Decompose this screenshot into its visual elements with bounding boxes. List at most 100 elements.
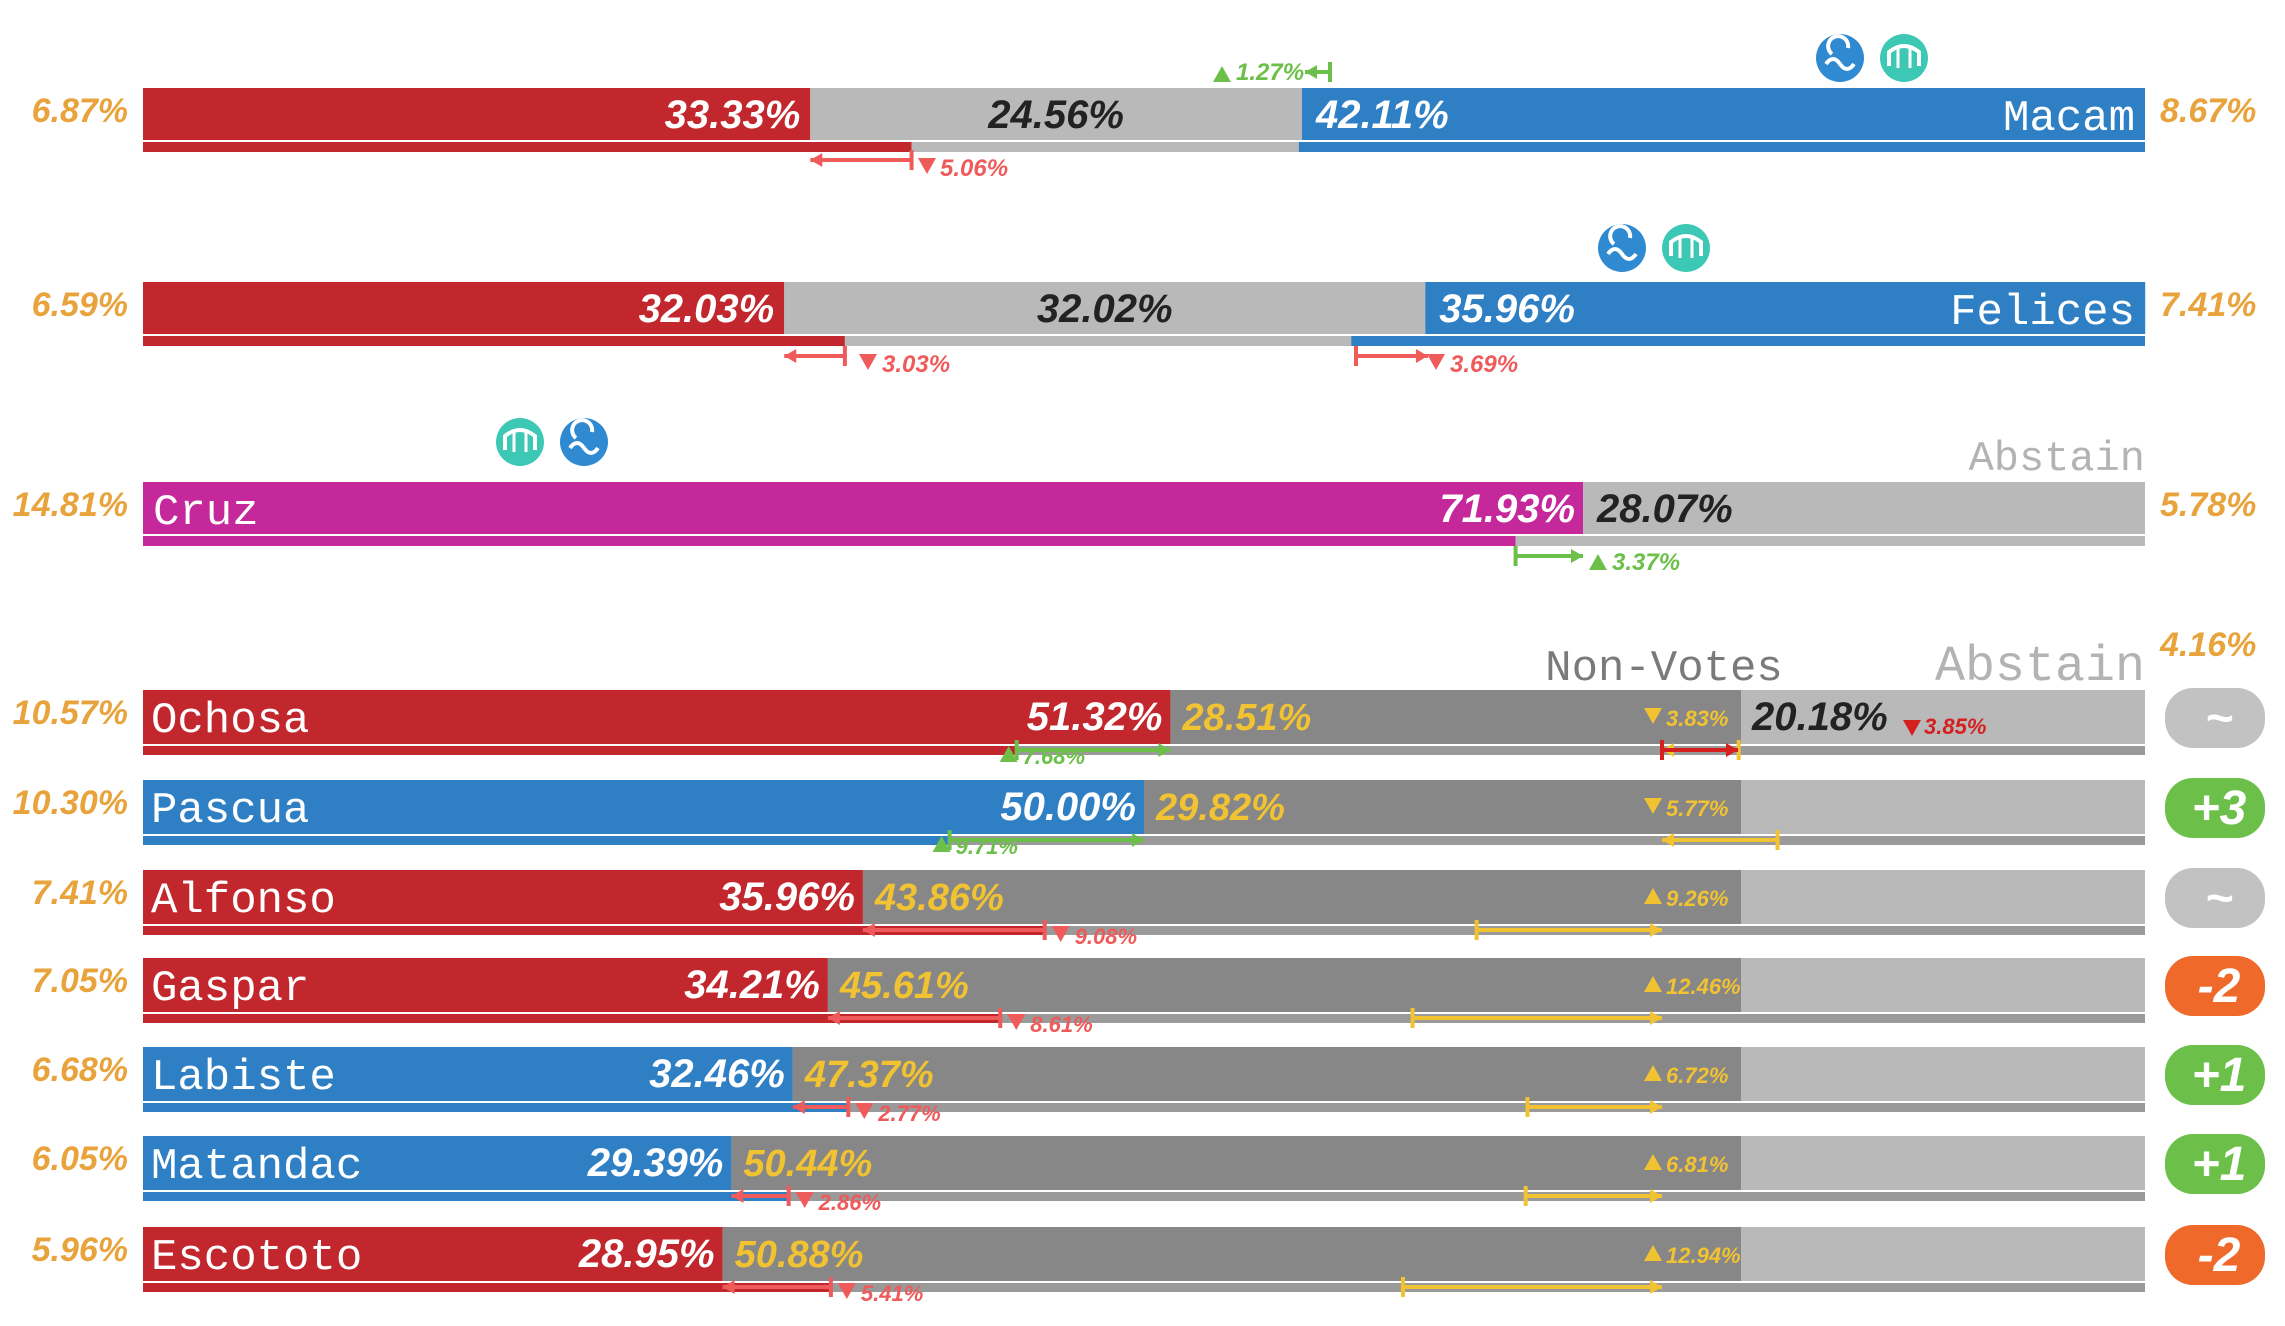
contest-felices-value-label: 32.02% — [1037, 287, 1173, 331]
macam-up-icon — [1213, 66, 1231, 82]
contest-macam-left-turnout: 6.87% — [32, 92, 128, 130]
contest-cruz-bridge-icon — [496, 418, 544, 466]
row-pascua-vote-change-icon — [932, 836, 951, 852]
contest-felices-segment-gray — [784, 282, 1426, 334]
row-ochosa-value: 51.32% — [1027, 695, 1163, 739]
row-gaspar-vote-shift-head — [827, 1011, 840, 1025]
row-escototo-nonvote-bar — [722, 1227, 1741, 1281]
contest-macam-bridge-icon — [1880, 34, 1928, 82]
contest-cruz-wave-icon-curl — [570, 418, 595, 440]
row-alfonso-badge-label: ~ — [2205, 872, 2233, 925]
row-matandac-badge: +1 — [2165, 1134, 2265, 1194]
row-labiste-badge-label: +1 — [2192, 1049, 2247, 1102]
row-matandac-prev-vote — [143, 1192, 789, 1201]
row-labiste-abstain-bar — [1740, 1047, 2145, 1101]
row-escototo-nonvote-value: 50.88% — [735, 1234, 864, 1276]
row-alfonso-abstain-bar — [1740, 870, 2145, 924]
cruz-shift-head — [1571, 549, 1584, 563]
row-ochosa-abstain-bar — [1740, 690, 2145, 744]
row-alfonso-vote-change: 9.08% — [1075, 924, 1137, 949]
contest-felices-left-turnout: 6.59% — [32, 286, 128, 324]
row-pascua-prev-vote — [143, 836, 950, 845]
row-ochosa-name: Ochosa — [151, 696, 309, 746]
ochosa-abstain-shift-head — [1726, 743, 1738, 757]
ochosa-abstain-value: 20.18% — [1751, 695, 1888, 739]
row-ochosa-turnout: 10.57% — [13, 694, 128, 732]
row-gaspar-turnout: 7.05% — [32, 962, 128, 1000]
row-matandac-nonvote-change: 6.81% — [1666, 1152, 1728, 1177]
row-pascua-vote-bar — [143, 780, 1144, 834]
contest-felices-bridge-icon — [1662, 224, 1710, 272]
contest-felices-name: Felices — [1950, 288, 2135, 338]
row-labiste-vote-change: 2.77% — [877, 1101, 940, 1126]
abstain-turnout: 4.16% — [2159, 626, 2256, 664]
row-matandac-vote-change: 2.86% — [818, 1190, 881, 1215]
contest-cruz-abstain-label: Abstain — [1969, 435, 2145, 483]
row-escototo-badge-bg — [2165, 1225, 2265, 1285]
row-alfonso-nonvote-change-icon — [1644, 888, 1662, 904]
row-matandac-badge-label: +1 — [2192, 1138, 2247, 1191]
contest-macam-wave-icon-curl — [1826, 34, 1851, 56]
row-escototo-value: 28.95% — [578, 1232, 715, 1276]
row-matandac-nonvote-bar — [731, 1136, 1741, 1190]
row-escototo-nonvote-shift-head — [1650, 1280, 1662, 1294]
contest-felices-bridge-icon-bg — [1662, 224, 1710, 272]
contest-felices-previous-strip — [143, 336, 845, 346]
row-pascua-abstain-bar — [1740, 780, 2145, 834]
macam-red-shift-head — [810, 153, 823, 167]
row-escototo-badge-label: -2 — [2198, 1229, 2241, 1282]
row-pascua-nonvote-shift-head — [1662, 833, 1674, 847]
macam-blue-change: 1.27% — [1236, 59, 1304, 86]
felices-blue-down-icon — [1427, 354, 1445, 370]
contest-cruz-bridge-icon-bg — [496, 418, 544, 466]
row-pascua-nonvote-bar — [1144, 780, 1741, 834]
row-ochosa-vote-change-icon — [999, 746, 1018, 762]
row-gaspar-value: 34.21% — [684, 963, 820, 1007]
contest-macam-value-label: 33.33% — [665, 93, 801, 137]
row-escototo-vote-change: 5.41% — [861, 1281, 923, 1306]
contest-macam-right-turnout: 8.67% — [2160, 92, 2256, 130]
contest-felices-wave-icon-curl — [1608, 224, 1633, 246]
contest-cruz-wave-icon-wave — [568, 441, 600, 455]
felices-red-change: 3.03% — [882, 351, 950, 378]
contest-cruz-bridge-icon-arch — [503, 428, 537, 450]
contest-macam-value-label: 42.11% — [1315, 93, 1449, 137]
contest-felices-wave-icon — [1598, 224, 1646, 272]
row-matandac-abstain-bar — [1740, 1136, 2145, 1190]
row-matandac-nonvote-value: 50.44% — [743, 1143, 872, 1185]
contest-macam-previous-strip — [1298, 142, 2145, 152]
row-alfonso-vote-shift-head — [862, 923, 875, 937]
row-escototo-name: Escototo — [151, 1233, 362, 1283]
macam-blue-shift-head — [1305, 65, 1317, 79]
row-pascua-prev-rest — [949, 836, 2146, 845]
row-labiste-badge-bg — [2165, 1045, 2265, 1105]
row-gaspar-badge-label: -2 — [2198, 960, 2241, 1013]
felices-blue-shift-head — [1416, 349, 1428, 363]
felices-blue-change: 3.69% — [1450, 351, 1518, 378]
row-alfonso-vote-change-icon — [1051, 926, 1070, 942]
row-matandac-name: Matandac — [151, 1142, 362, 1192]
row-gaspar-nonvote-bar — [827, 958, 1741, 1012]
contest-macam-wave-icon-wave — [1824, 57, 1856, 71]
row-escototo-vote-change-icon — [837, 1283, 856, 1299]
row-labiste-nonvote-value: 47.37% — [804, 1054, 934, 1096]
cruz-change: 3.37% — [1612, 549, 1680, 576]
contest-cruz-previous-strip — [1515, 536, 2145, 546]
contest-felices-wave-icon-wave — [1606, 247, 1638, 261]
row-matandac-nonvote-change-icon — [1644, 1154, 1662, 1170]
row-alfonso-name: Alfonso — [151, 876, 336, 926]
contest-felices-segment-blue — [1425, 282, 2146, 334]
contest-cruz-segment-magenta — [143, 482, 1584, 534]
contest-felices-value-label: 32.03% — [639, 287, 775, 331]
contest-macam-bridge-icon-arch — [1887, 44, 1921, 66]
row-gaspar-nonvote-value: 45.61% — [839, 965, 969, 1007]
row-labiste-prev-rest — [848, 1103, 2145, 1112]
row-alfonso-turnout: 7.41% — [32, 874, 128, 912]
row-labiste-badge: +1 — [2165, 1045, 2265, 1105]
row-pascua-vote-shift-head — [1132, 833, 1144, 847]
contest-cruz-left-turnout: 14.81% — [13, 486, 128, 524]
contest-felices-wave-icon-bg — [1598, 224, 1646, 272]
row-labiste-turnout: 6.68% — [32, 1051, 128, 1089]
row-alfonso-nonvote-value: 43.86% — [874, 877, 1004, 919]
row-escototo-vote-shift-head — [722, 1280, 735, 1294]
